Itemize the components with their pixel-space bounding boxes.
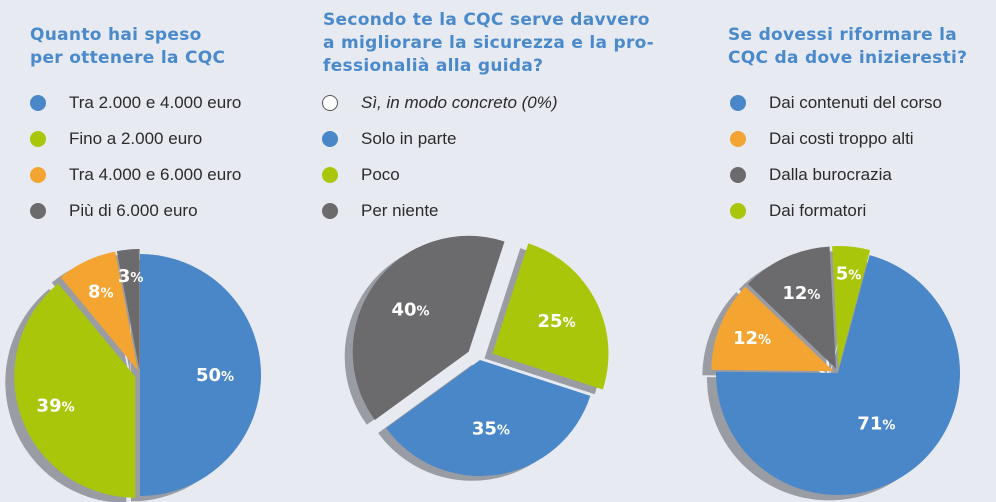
legend: Sì, in modo concreto (0%) Solo in parte … — [319, 94, 558, 238]
legend-item: Tra 2.000 e 4.000 euro — [27, 94, 241, 130]
legend-item: Dai contenuti del corso — [727, 94, 942, 130]
pie-label: 5% — [836, 263, 862, 284]
legend-item: Dai formatori — [727, 202, 942, 238]
pie-slice-costi — [711, 286, 834, 372]
pie-chart-usefulness: 25% 35% 40% — [344, 235, 609, 481]
legend-swatch — [730, 167, 746, 183]
legend-swatch — [30, 167, 46, 183]
legend-swatch — [322, 203, 338, 219]
legend: Tra 2.000 e 4.000 euro Fino a 2.000 euro… — [27, 94, 241, 238]
pie-slice-per-niente — [352, 235, 505, 420]
legend-swatch — [30, 131, 46, 147]
pie-label: 12% — [733, 328, 771, 349]
pie-chart-reform: 71% 12% 12% 5% — [702, 246, 960, 501]
legend-swatch — [322, 131, 338, 147]
pie-slice-contenuti — [716, 255, 960, 495]
pie-label: 39% — [37, 395, 75, 416]
legend-swatch — [30, 95, 46, 111]
pie-slice-solo-in-parte — [386, 360, 591, 477]
panel-title: Quanto hai speso per ottenere la CQC — [30, 25, 226, 68]
pie-label: 35% — [472, 419, 510, 440]
panel-usefulness: Secondo te la CQC serve davvero a miglio… — [322, 0, 660, 502]
legend-swatch — [322, 167, 338, 183]
pie-slice-burocrazia — [747, 246, 836, 369]
legend-item: Fino a 2.000 euro — [27, 130, 241, 166]
panel-title: Se dovessi riformare la CQC da dove iniz… — [728, 25, 968, 68]
pie-slice-formatori — [832, 246, 871, 369]
pie-label: 40% — [391, 299, 429, 320]
legend-item: Dai costi troppo alti — [727, 130, 942, 166]
legend: Dai contenuti del corso Dai costi troppo… — [727, 94, 942, 238]
legend-swatch — [730, 95, 746, 111]
legend-item: Per niente — [319, 202, 558, 238]
legend-item: Dalla burocrazia — [727, 166, 942, 202]
pie-label: 8% — [88, 282, 114, 303]
legend-swatch — [730, 203, 746, 219]
legend-swatch-empty — [322, 95, 338, 111]
pie-slice-2000-4000 — [140, 254, 261, 496]
pie-label: 71% — [857, 414, 895, 435]
pie-slice-poco — [492, 243, 609, 390]
pie-slice-4000-6000 — [60, 251, 138, 371]
pie-label: 25% — [538, 311, 576, 332]
legend-item: Poco — [319, 166, 558, 202]
panel-spending: Quanto hai speso per ottenere la CQC Tra… — [0, 0, 330, 502]
pie-label: 50% — [196, 365, 234, 386]
legend-swatch — [730, 131, 746, 147]
legend-item: Tra 4.000 e 6.000 euro — [27, 166, 241, 202]
pie-label: 3% — [118, 266, 144, 287]
pie-chart-spending: 50% 39% 8%3% — [5, 249, 261, 502]
legend-item: Sì, in modo concreto (0%) — [319, 94, 558, 130]
pie-slice-oltre-6000 — [116, 249, 140, 371]
panel-title: Secondo te la CQC serve davvero a miglio… — [323, 10, 655, 76]
pie-slice-fino-2000 — [14, 283, 136, 498]
pie-label: 12% — [782, 283, 820, 304]
panel-reform: Se dovessi riformare la CQC da dove iniz… — [660, 0, 996, 502]
legend-item: Solo in parte — [319, 130, 558, 166]
legend-swatch — [30, 203, 46, 219]
legend-item: Più di 6.000 euro — [27, 202, 241, 238]
